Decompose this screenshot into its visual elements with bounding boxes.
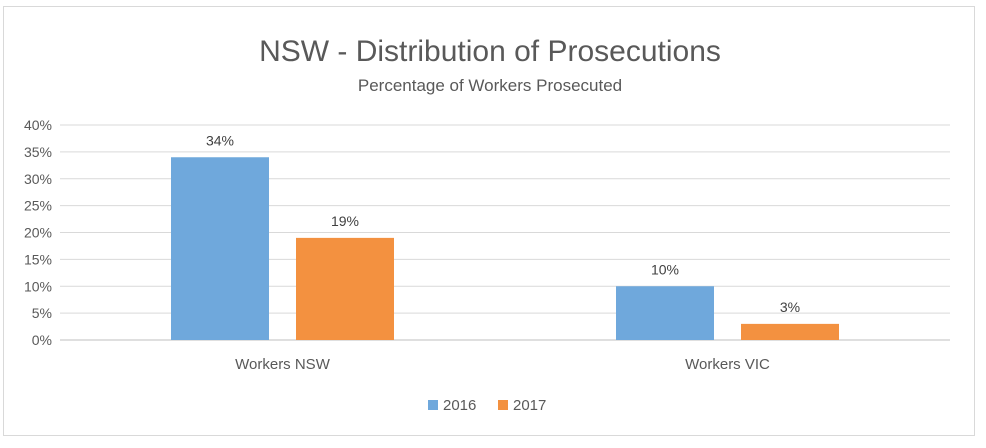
- chart-title: NSW - Distribution of Prosecutions: [259, 35, 721, 68]
- bar-2017-1: [741, 323, 839, 340]
- x-category-label: Workers VIC: [685, 356, 770, 373]
- chart-subtitle: Percentage of Workers Prosecuted: [358, 76, 622, 95]
- y-tick-label: 20%: [24, 225, 52, 241]
- data-label: 3%: [780, 299, 800, 315]
- y-tick-label: 35%: [24, 144, 52, 160]
- y-tick-label: 15%: [24, 251, 52, 267]
- data-label: 19%: [331, 213, 359, 229]
- legend: 2016 2017: [428, 397, 546, 414]
- legend-swatch-2016: [428, 400, 438, 410]
- y-tick-label: 30%: [24, 171, 52, 187]
- x-category-label: Workers NSW: [235, 356, 331, 373]
- legend-label: 2016: [443, 397, 476, 414]
- bar-2016-0: [171, 157, 269, 340]
- bar-2016-1: [616, 286, 714, 340]
- legend-label: 2017: [513, 397, 546, 414]
- data-label: 34%: [206, 132, 234, 148]
- y-tick-label: 25%: [24, 198, 52, 214]
- y-tick-label: 40%: [24, 117, 52, 133]
- y-tick-label: 5%: [32, 305, 52, 321]
- x-axis-categories: Workers NSW Workers VIC: [235, 356, 770, 373]
- y-axis-ticks: 0% 5% 10% 15% 20% 25% 30% 35% 40%: [24, 117, 52, 348]
- bars: [171, 157, 839, 340]
- y-tick-label: 0%: [32, 332, 52, 348]
- legend-swatch-2017: [498, 400, 508, 410]
- data-labels: 34% 19% 10% 3%: [206, 132, 800, 315]
- bar-2017-0: [296, 237, 394, 340]
- chart-frame: [3, 6, 975, 436]
- y-tick-label: 10%: [24, 278, 52, 294]
- data-label: 10%: [651, 261, 679, 277]
